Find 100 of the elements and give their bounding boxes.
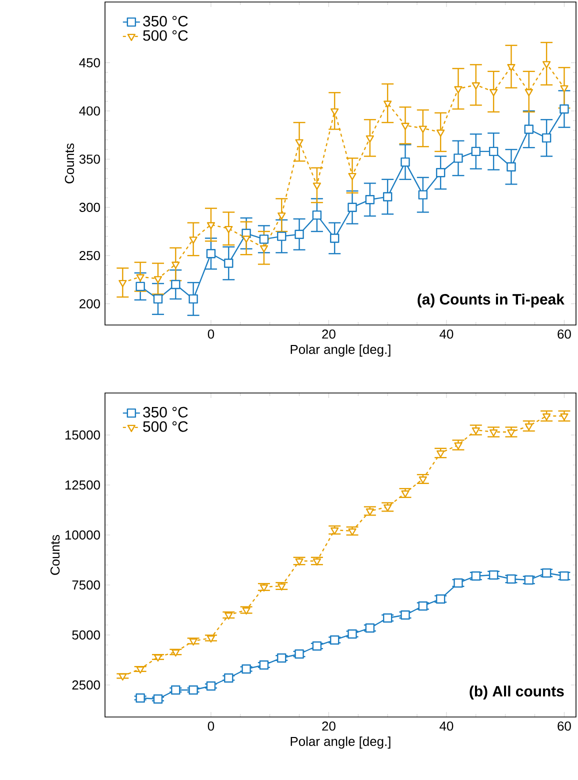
point <box>154 654 162 662</box>
point <box>365 195 375 204</box>
annotation: (b) All counts <box>470 686 564 700</box>
point <box>136 282 145 292</box>
point <box>189 236 198 244</box>
point <box>294 649 304 659</box>
point <box>454 578 463 588</box>
point <box>153 294 163 304</box>
point <box>365 623 375 633</box>
x-tick-label: 40 <box>440 722 454 731</box>
point <box>330 108 339 116</box>
y-tick-label: 200 <box>80 299 100 308</box>
point <box>560 104 569 114</box>
point <box>471 571 481 581</box>
point <box>542 568 552 578</box>
point <box>507 64 516 72</box>
point <box>224 258 234 268</box>
point <box>118 673 127 681</box>
point <box>171 685 180 695</box>
point <box>454 442 462 450</box>
point <box>312 182 322 190</box>
point <box>401 122 410 130</box>
point <box>542 133 552 143</box>
point <box>383 613 392 623</box>
x-tick-label: 40 <box>440 330 454 339</box>
point <box>259 660 269 670</box>
point <box>172 262 180 269</box>
point <box>188 294 198 304</box>
point <box>384 504 392 512</box>
point <box>471 146 481 156</box>
point <box>206 222 216 230</box>
point <box>294 230 304 239</box>
point <box>524 89 533 96</box>
point <box>259 234 269 244</box>
y-axis-title: Counts <box>64 143 74 184</box>
point <box>560 571 569 581</box>
y-tick-label: 15000 <box>65 430 100 440</box>
point <box>330 527 339 535</box>
point <box>330 635 340 645</box>
y-tick-label: 5000 <box>72 630 100 640</box>
point <box>277 232 286 241</box>
x-tick-label: 0 <box>208 722 214 731</box>
point <box>153 694 163 704</box>
point <box>454 154 463 163</box>
point <box>348 629 357 639</box>
legend-label: 500 °C <box>143 30 188 41</box>
point <box>295 558 304 566</box>
point <box>490 429 498 437</box>
point <box>206 635 216 643</box>
point <box>260 584 268 592</box>
legend-label: 350 °C <box>143 16 188 26</box>
legend-label: 500 °C <box>143 421 188 432</box>
point <box>418 476 427 484</box>
point <box>436 450 445 458</box>
y-tick-label: 7500 <box>72 580 100 590</box>
point <box>524 124 534 134</box>
point <box>472 427 480 435</box>
y-tick-label: 12500 <box>65 480 100 490</box>
point <box>224 673 234 683</box>
point <box>277 653 286 663</box>
point <box>188 685 198 695</box>
point <box>242 607 250 615</box>
point <box>206 249 216 258</box>
point <box>507 429 516 437</box>
point <box>401 490 410 498</box>
point <box>436 168 446 178</box>
point <box>348 528 356 536</box>
point <box>506 574 516 584</box>
point <box>330 234 340 243</box>
point <box>542 61 551 68</box>
point <box>542 413 551 421</box>
x-tick-label: 20 <box>322 722 336 731</box>
x-tick-label: 60 <box>558 330 571 339</box>
point <box>436 130 445 137</box>
x-tick-label: 20 <box>322 330 336 339</box>
x-axis-title: Polar angle [deg.] <box>290 736 390 749</box>
point <box>224 612 233 620</box>
x-tick-label: 0 <box>208 330 214 339</box>
point <box>418 126 427 133</box>
point <box>242 236 250 243</box>
point <box>278 212 286 220</box>
y-tick-label: 250 <box>80 250 100 260</box>
point <box>560 413 568 421</box>
x-axis-title: Polar angle [deg.] <box>290 344 390 357</box>
point <box>472 82 480 90</box>
y-tick-label: 350 <box>79 154 100 164</box>
y-tick-label: 2500 <box>72 680 100 690</box>
point <box>260 245 268 252</box>
point <box>524 575 534 585</box>
point <box>488 146 498 156</box>
point <box>418 601 428 611</box>
y-axis-title: Counts <box>50 534 60 575</box>
point <box>524 423 533 431</box>
y-tick-label: 10000 <box>65 530 100 540</box>
point <box>242 664 251 674</box>
x-tick-label: 60 <box>558 722 571 731</box>
y-tick-label: 300 <box>79 202 100 212</box>
point <box>136 666 144 674</box>
point <box>295 139 304 146</box>
point <box>506 162 516 172</box>
